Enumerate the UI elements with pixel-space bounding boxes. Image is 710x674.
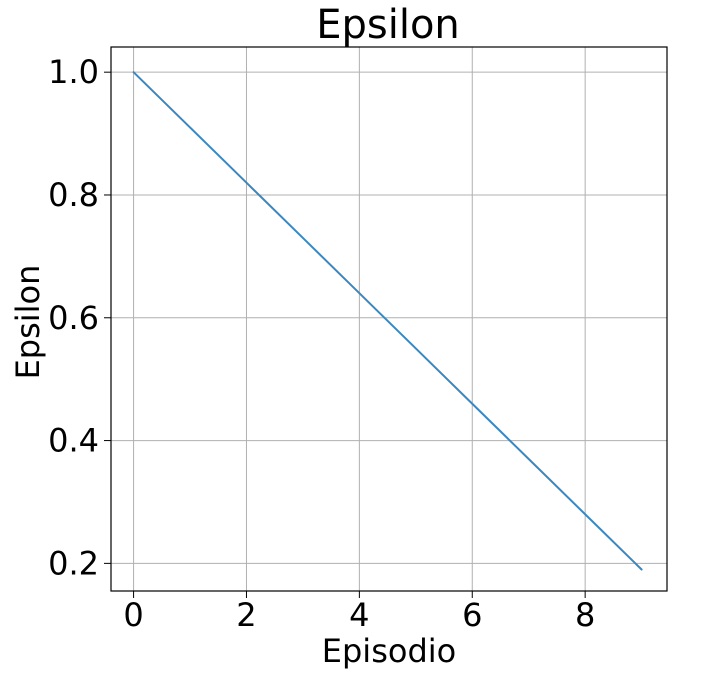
x-tick-label: 4 [349,596,369,634]
y-tick-label: 0.8 [48,176,99,214]
y-tick-label: 0.6 [48,299,99,337]
series-lines [132,71,643,571]
series-line-0 [132,71,643,571]
x-axis-label: Episodio [322,632,456,670]
y-tick-label: 0.4 [48,422,99,460]
x-axis: 0 2 4 6 8 [123,591,595,634]
y-tick-label: 1.0 [48,53,99,91]
chart-title: Epsilon [316,2,460,48]
x-tick-label: 2 [236,596,256,634]
x-tick-label: 6 [462,596,482,634]
y-axis: 0.2 0.4 0.6 0.8 1.0 [48,53,111,582]
plot-frame [110,46,668,592]
y-axis-label: Epsilon [9,265,47,380]
grid [111,47,667,591]
x-tick-label: 0 [123,596,143,634]
y-tick-label: 0.2 [48,544,99,582]
x-tick-label: 8 [575,596,595,634]
